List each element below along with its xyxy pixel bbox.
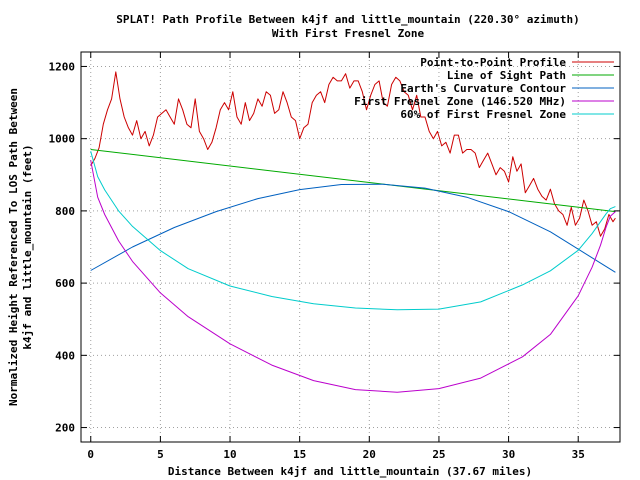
y-axis-label-line1: Normalized Height Referenced To LOS Path… xyxy=(7,88,20,406)
series-line-5 xyxy=(90,151,616,311)
legend-label: 60% of First Fresnel Zone xyxy=(400,108,566,121)
x-tick-label: 5 xyxy=(157,448,164,461)
x-tick-label: 20 xyxy=(363,448,376,461)
x-axis-label: Distance Between k4jf and little_mountai… xyxy=(168,465,532,478)
x-tick-label: 10 xyxy=(223,448,236,461)
y-axis-label-line2: k4jf and little_mountain (feet) xyxy=(21,144,34,349)
series-lines xyxy=(90,71,616,393)
y-tick-label: 400 xyxy=(55,349,75,362)
legend-label: Line of Sight Path xyxy=(447,69,566,82)
series-line-4 xyxy=(90,160,616,393)
y-tick-label: 800 xyxy=(55,205,75,218)
legend-label: First Fresnel Zone (146.520 MHz) xyxy=(354,95,566,108)
y-tick-label: 1200 xyxy=(49,60,76,73)
x-tick-label: 0 xyxy=(87,448,94,461)
x-tick-label: 35 xyxy=(572,448,585,461)
legend-label: Point-to-Point Profile xyxy=(420,56,566,69)
x-tick-label: 30 xyxy=(502,448,515,461)
series-line-3 xyxy=(90,183,616,273)
grid-lines xyxy=(81,52,620,442)
x-tick-label: 15 xyxy=(293,448,306,461)
y-tick-label: 200 xyxy=(55,422,75,435)
chart-subtitle: With First Fresnel Zone xyxy=(272,27,425,40)
chart-title: SPLAT! Path Profile Between k4jf and lit… xyxy=(116,13,580,26)
y-tick-label: 600 xyxy=(55,277,75,290)
axis-ticks: 0 5 10 15 20 25 30 35 200 400 600 800 1000 1200 xyxy=(49,52,620,461)
y-tick-label: 1000 xyxy=(49,133,76,146)
x-tick-label: 25 xyxy=(432,448,445,461)
plot-frame xyxy=(80,51,621,443)
legend-label: Earth's Curvature Contour xyxy=(400,82,566,95)
series-line-1 xyxy=(90,71,616,237)
series-line-2 xyxy=(90,149,616,213)
